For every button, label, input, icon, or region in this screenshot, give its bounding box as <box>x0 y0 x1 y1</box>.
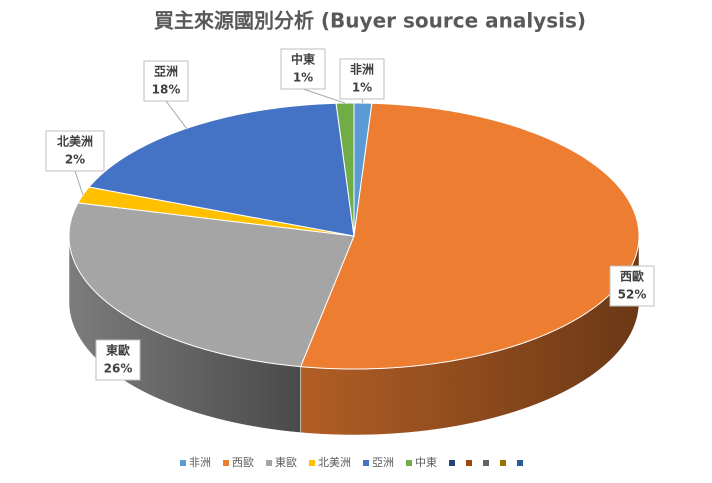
value-label: 2% <box>65 153 85 167</box>
label-box <box>143 60 189 102</box>
chart-title: 買主來源國別分析 (Buyer source analysis) <box>154 9 586 33</box>
slice <box>299 102 640 370</box>
leader-line <box>165 100 187 129</box>
slice-label: 東歐 <box>106 343 130 358</box>
leader-line <box>74 170 84 196</box>
slice-label: 非洲 <box>350 62 374 77</box>
value-label: 52% <box>618 288 647 302</box>
legend-swatch <box>180 460 186 466</box>
slice <box>77 186 355 237</box>
legend-swatch <box>483 460 489 466</box>
leader-line <box>361 98 364 104</box>
legend-swatch <box>223 460 229 466</box>
slice <box>335 102 355 237</box>
legend-label: 北美洲 <box>318 456 351 469</box>
label-box <box>339 58 385 100</box>
slice-label: 中東 <box>291 52 315 67</box>
legend-swatch <box>363 460 369 466</box>
legend-swatch <box>406 460 412 466</box>
legend-swatch <box>309 460 315 466</box>
leader-line <box>302 88 346 104</box>
legend-swatch <box>449 460 455 466</box>
slice <box>68 202 355 368</box>
label-box <box>95 339 141 381</box>
legend-swatch <box>500 460 506 466</box>
value-label: 1% <box>352 81 372 95</box>
value-label: 1% <box>293 71 313 85</box>
value-label: 18% <box>152 83 181 97</box>
legend-label: 西歐 <box>232 455 254 469</box>
legend-label: 非洲 <box>189 456 211 469</box>
legend-swatch <box>517 460 523 466</box>
legend-swatch <box>266 460 272 466</box>
label-box <box>280 48 326 90</box>
slice-label: 亞洲 <box>154 65 178 79</box>
legend-label: 亞洲 <box>372 456 394 469</box>
slice-label: 西歐 <box>620 269 644 284</box>
legend-label: 中東 <box>415 456 437 469</box>
label-box <box>45 130 105 172</box>
slice <box>88 102 355 237</box>
value-label: 26% <box>104 362 133 376</box>
slice-label: 北美洲 <box>57 134 93 149</box>
label-box <box>609 265 655 307</box>
legend-label: 東歐 <box>275 455 297 469</box>
legend-swatch <box>466 460 472 466</box>
